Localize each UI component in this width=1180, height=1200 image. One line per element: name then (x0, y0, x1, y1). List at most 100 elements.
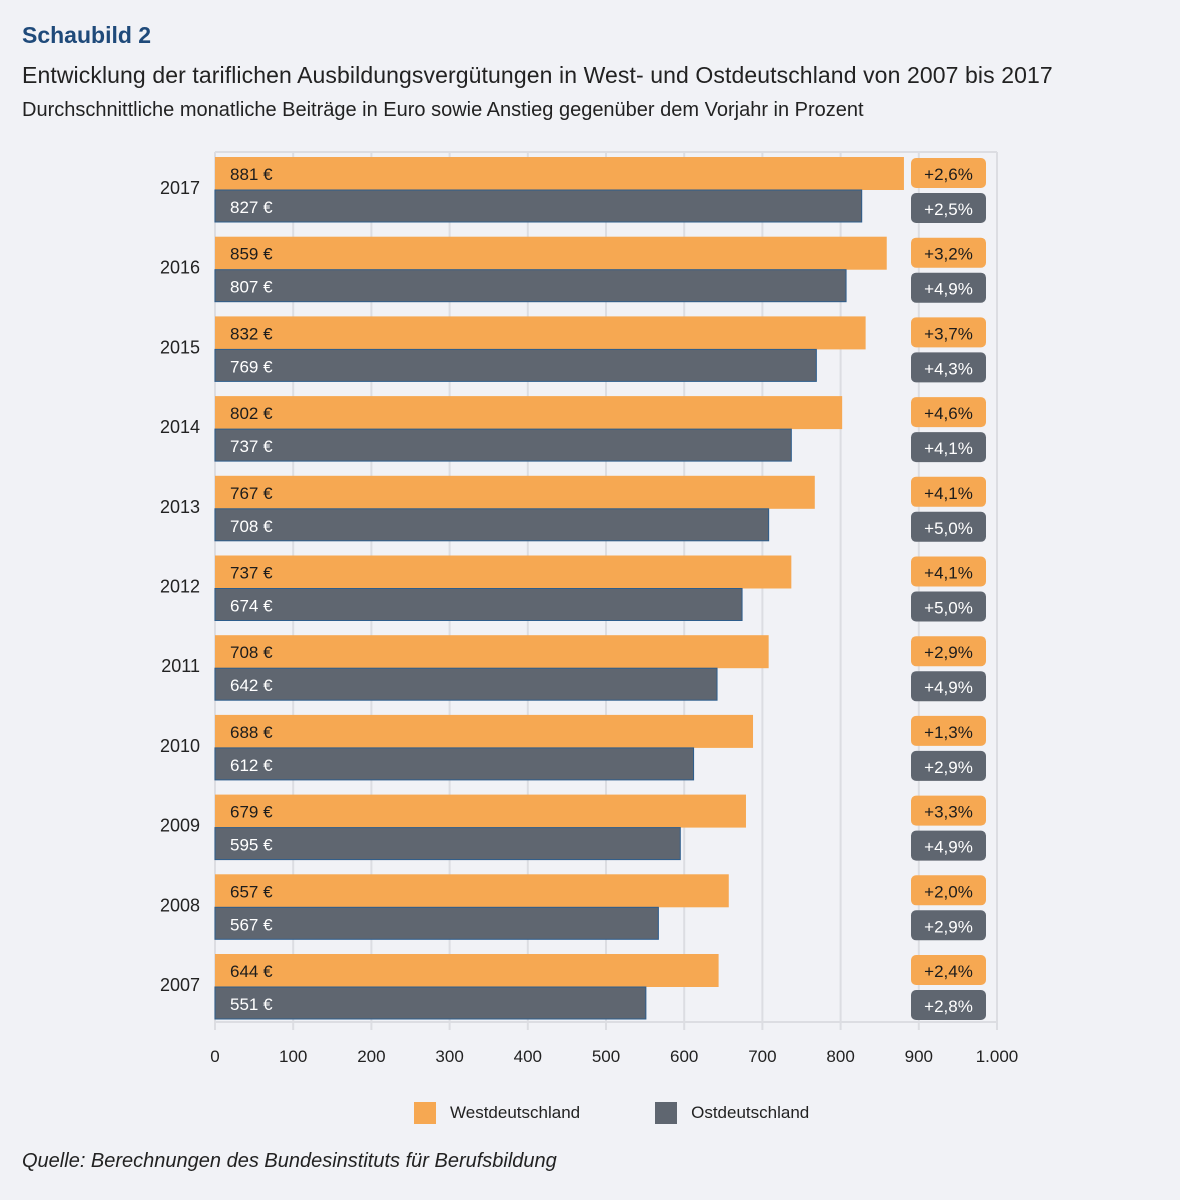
source-note: Quelle: Berechnungen des Bundesinstituts… (22, 1150, 557, 1172)
change-label-ost: +4,1% (924, 439, 973, 458)
change-label-west: +3,2% (924, 245, 973, 264)
change-label-ost: +4,9% (924, 280, 973, 299)
value-label-west: 657 € (230, 882, 273, 901)
bar-west (215, 555, 792, 589)
change-badge-west (911, 795, 986, 826)
bar-west (215, 157, 904, 190)
change-badge-ost (911, 511, 986, 542)
chart-kicker: Schaubild 2 (22, 22, 152, 48)
x-tick-label: 900 (905, 1047, 933, 1066)
change-badge-west (911, 397, 986, 428)
year-label: 2016 (160, 258, 200, 278)
change-badge-ost (911, 591, 986, 622)
change-label-ost: +4,9% (924, 678, 973, 697)
value-label-ost: 708 € (230, 517, 273, 536)
change-label-west: +2,4% (924, 962, 973, 981)
change-badge-west (911, 875, 986, 906)
bar-ost (214, 906, 659, 940)
legend: Westdeutschland Ostdeutschland (414, 1102, 884, 1124)
change-badge-ost (911, 750, 986, 781)
year-label: 2014 (160, 417, 200, 437)
legend-swatch-west (414, 1102, 436, 1124)
bar-west (215, 236, 887, 270)
chart-subtitle: Durchschnittliche monatliche Beiträge in… (22, 99, 864, 121)
x-tick-label: 100 (279, 1047, 307, 1066)
legend-label-west: Westdeutschland (450, 1103, 581, 1122)
change-label-west: +2,0% (924, 882, 973, 901)
value-label-west: 832 € (230, 324, 273, 343)
change-label-west: +4,1% (924, 484, 973, 503)
change-badge-ost (911, 352, 986, 383)
legend-item-ost: Ostdeutschland (655, 1102, 809, 1124)
change-badge-west (911, 237, 986, 268)
change-badge-ost (911, 990, 986, 1020)
value-label-ost: 612 € (230, 756, 273, 775)
change-label-west: +3,7% (924, 324, 973, 343)
change-badge-west (911, 476, 986, 507)
value-label-ost: 827 € (230, 198, 273, 217)
x-tick-label: 500 (592, 1047, 620, 1066)
change-label-west: +4,1% (924, 564, 973, 583)
value-label-ost: 595 € (230, 836, 273, 855)
year-label: 2013 (160, 497, 200, 517)
value-label-ost: 769 € (230, 357, 273, 376)
change-label-west: +2,6% (924, 165, 973, 184)
bar-ost (214, 986, 647, 1020)
legend-swatch-ost (655, 1102, 678, 1124)
change-label-ost: +4,3% (924, 359, 973, 378)
value-label-ost: 642 € (230, 676, 273, 695)
bar-west (215, 874, 729, 908)
change-label-west: +4,6% (924, 404, 973, 423)
change-badge-west (911, 317, 986, 348)
year-label: 2011 (161, 656, 200, 676)
x-tick-label: 800 (826, 1047, 854, 1066)
change-label-ost: +2,9% (924, 758, 973, 777)
year-label: 2009 (160, 816, 200, 836)
value-label-ost: 737 € (230, 437, 273, 456)
value-label-west: 708 € (230, 643, 273, 662)
bar-ost (214, 348, 817, 382)
legend-label-ost: Ostdeutschland (691, 1103, 810, 1122)
change-badge-west (911, 158, 986, 188)
change-label-ost: +2,8% (924, 997, 973, 1016)
value-label-west: 644 € (230, 962, 273, 981)
change-badge-west (911, 715, 986, 746)
change-label-west: +3,3% (924, 803, 973, 822)
change-badge-west (911, 955, 986, 985)
value-label-ost: 674 € (230, 597, 273, 616)
change-label-ost: +2,5% (924, 200, 973, 219)
value-label-west: 881 € (230, 165, 273, 184)
change-badge-ost (911, 671, 986, 702)
change-badge-ost (911, 910, 986, 941)
x-tick-label: 700 (748, 1047, 776, 1066)
bar-west (215, 475, 815, 509)
value-label-west: 679 € (230, 803, 273, 822)
bar-ost (214, 269, 847, 303)
change-badge-ost (911, 272, 986, 303)
change-badge-west (911, 556, 986, 587)
change-badge-west (911, 636, 986, 667)
change-label-west: +1,3% (924, 723, 973, 742)
x-tick-label: 200 (357, 1047, 385, 1066)
year-label: 2017 (160, 178, 200, 198)
value-label-ost: 551 € (230, 995, 273, 1014)
bar-west (215, 316, 866, 350)
bar-ost (214, 508, 770, 542)
bar-west (215, 954, 719, 987)
x-tick-label: 1.000 (976, 1047, 1019, 1066)
bar-ost (214, 588, 743, 621)
change-label-west: +2,9% (924, 643, 973, 662)
year-label: 2012 (160, 577, 200, 597)
change-label-ost: +5,0% (924, 519, 973, 538)
x-tick-label: 0 (210, 1047, 219, 1066)
bar-west (215, 396, 843, 430)
change-badge-ost (911, 193, 986, 223)
change-label-ost: +4,9% (924, 838, 973, 857)
change-badge-ost (911, 830, 986, 861)
change-label-ost: +5,0% (924, 599, 973, 618)
value-label-west: 688 € (230, 723, 273, 742)
year-label: 2008 (160, 895, 200, 915)
value-label-ost: 807 € (230, 278, 273, 297)
bar-ost (214, 827, 681, 861)
bar-ost (214, 428, 792, 462)
